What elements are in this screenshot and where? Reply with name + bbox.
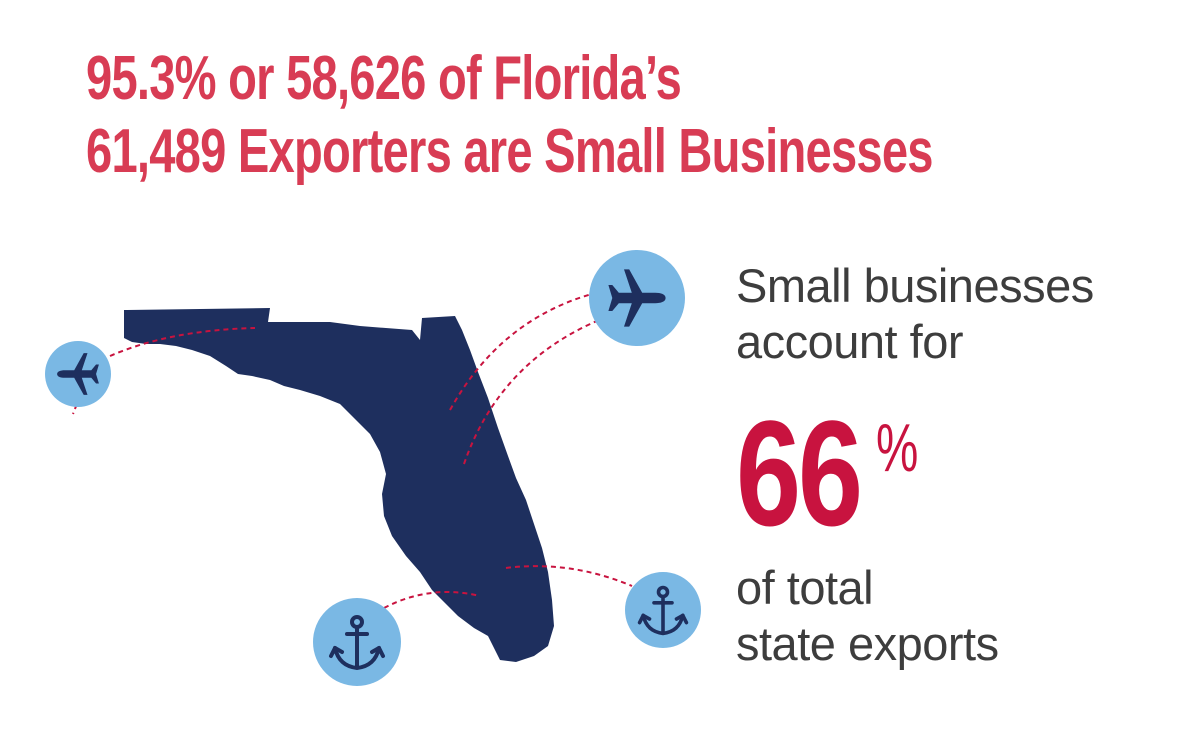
stat-unit: % <box>876 410 919 486</box>
airplane-badge-left <box>45 341 111 407</box>
route-southeast <box>505 565 633 587</box>
route-west <box>109 327 256 357</box>
headline: 95.3% or 58,626 of Florida’s 61,489 Expo… <box>86 42 933 188</box>
headline-line-2: 61,489 Exporters are Small Businesses <box>86 117 933 186</box>
stat-line-4: state exports <box>736 617 999 670</box>
stat-block: Small businesses account for 66 % of tot… <box>736 258 1176 670</box>
airplane-icon <box>57 353 99 395</box>
anchor-badge-right <box>625 572 701 648</box>
airplane-icon <box>608 269 666 327</box>
anchor-badge-bottom <box>313 598 401 686</box>
stat-line-1: Small businesses <box>736 259 1094 312</box>
stat-line-3: of total <box>736 561 874 614</box>
route-northeast-2 <box>463 317 605 465</box>
route-northeast-1 <box>449 293 593 411</box>
airplane-badge-right <box>589 250 685 346</box>
stat-lower: of total state exports <box>736 560 999 672</box>
florida-map <box>124 308 554 662</box>
headline-line-1: 95.3% or 58,626 of Florida’s <box>86 44 682 113</box>
anchor-icon <box>329 615 385 671</box>
stat-line-2: account for <box>736 315 964 368</box>
route-south <box>383 591 481 609</box>
anchor-icon <box>637 585 689 636</box>
stat-value: 66 <box>736 389 863 557</box>
